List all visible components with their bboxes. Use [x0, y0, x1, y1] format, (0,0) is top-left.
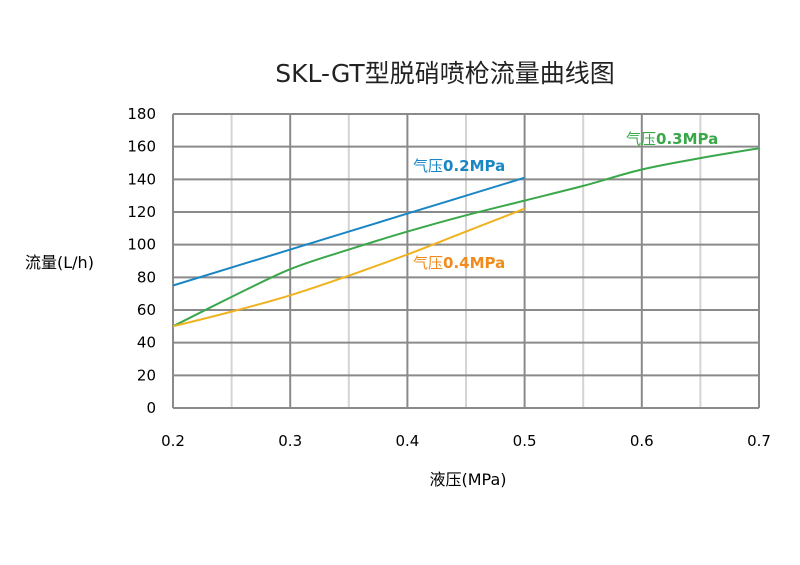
series-label-3: 气压0.4MPa — [413, 254, 505, 272]
grid — [172, 113, 760, 409]
series-label-2: 气压0.3MPa — [626, 130, 718, 148]
series-label-prefix: 气压 — [413, 254, 443, 272]
y-tick-label: 180 — [127, 105, 156, 123]
y-tick-label: 0 — [146, 399, 156, 417]
series-line-1 — [172, 176, 525, 287]
series-label-prefix: 气压 — [413, 157, 443, 175]
x-axis-label: 液压(MPa) — [429, 470, 506, 489]
y-tick-label: 160 — [127, 138, 156, 156]
axis-ticks: 0.2 0.3 0.4 0.5 0.6 0.7 0 20 40 60 80 100 120 140 160 1… — [127, 105, 771, 450]
x-tick-label: 0.3 — [278, 432, 302, 450]
series-line-3 — [172, 207, 525, 328]
y-tick-label: 80 — [137, 268, 156, 286]
y-tick-label: 120 — [127, 203, 156, 221]
y-tick-label: 100 — [127, 236, 156, 254]
series-label-value: 0.4MPa — [443, 254, 505, 272]
x-tick-label: 0.5 — [513, 432, 537, 450]
series-line-2 — [172, 147, 760, 328]
series-label-value: 0.2MPa — [443, 157, 505, 175]
series-label-value: 0.3MPa — [656, 130, 718, 148]
y-tick-label: 140 — [127, 170, 156, 188]
x-tick-label: 0.6 — [630, 432, 654, 450]
x-tick-label: 0.2 — [161, 432, 185, 450]
y-tick-label: 60 — [137, 301, 156, 319]
series-label-1: 气压0.2MPa — [413, 157, 505, 175]
x-tick-label: 0.7 — [747, 432, 771, 450]
y-axis-label: 流量(L/h) — [25, 253, 94, 272]
chart-title: SKL-GT型脱硝喷枪流量曲线图 — [275, 59, 614, 88]
series-lines — [172, 147, 760, 328]
y-tick-label: 20 — [137, 366, 156, 384]
series-label-prefix: 气压 — [626, 130, 656, 148]
y-tick-label: 40 — [137, 334, 156, 352]
x-tick-label: 0.4 — [395, 432, 419, 450]
